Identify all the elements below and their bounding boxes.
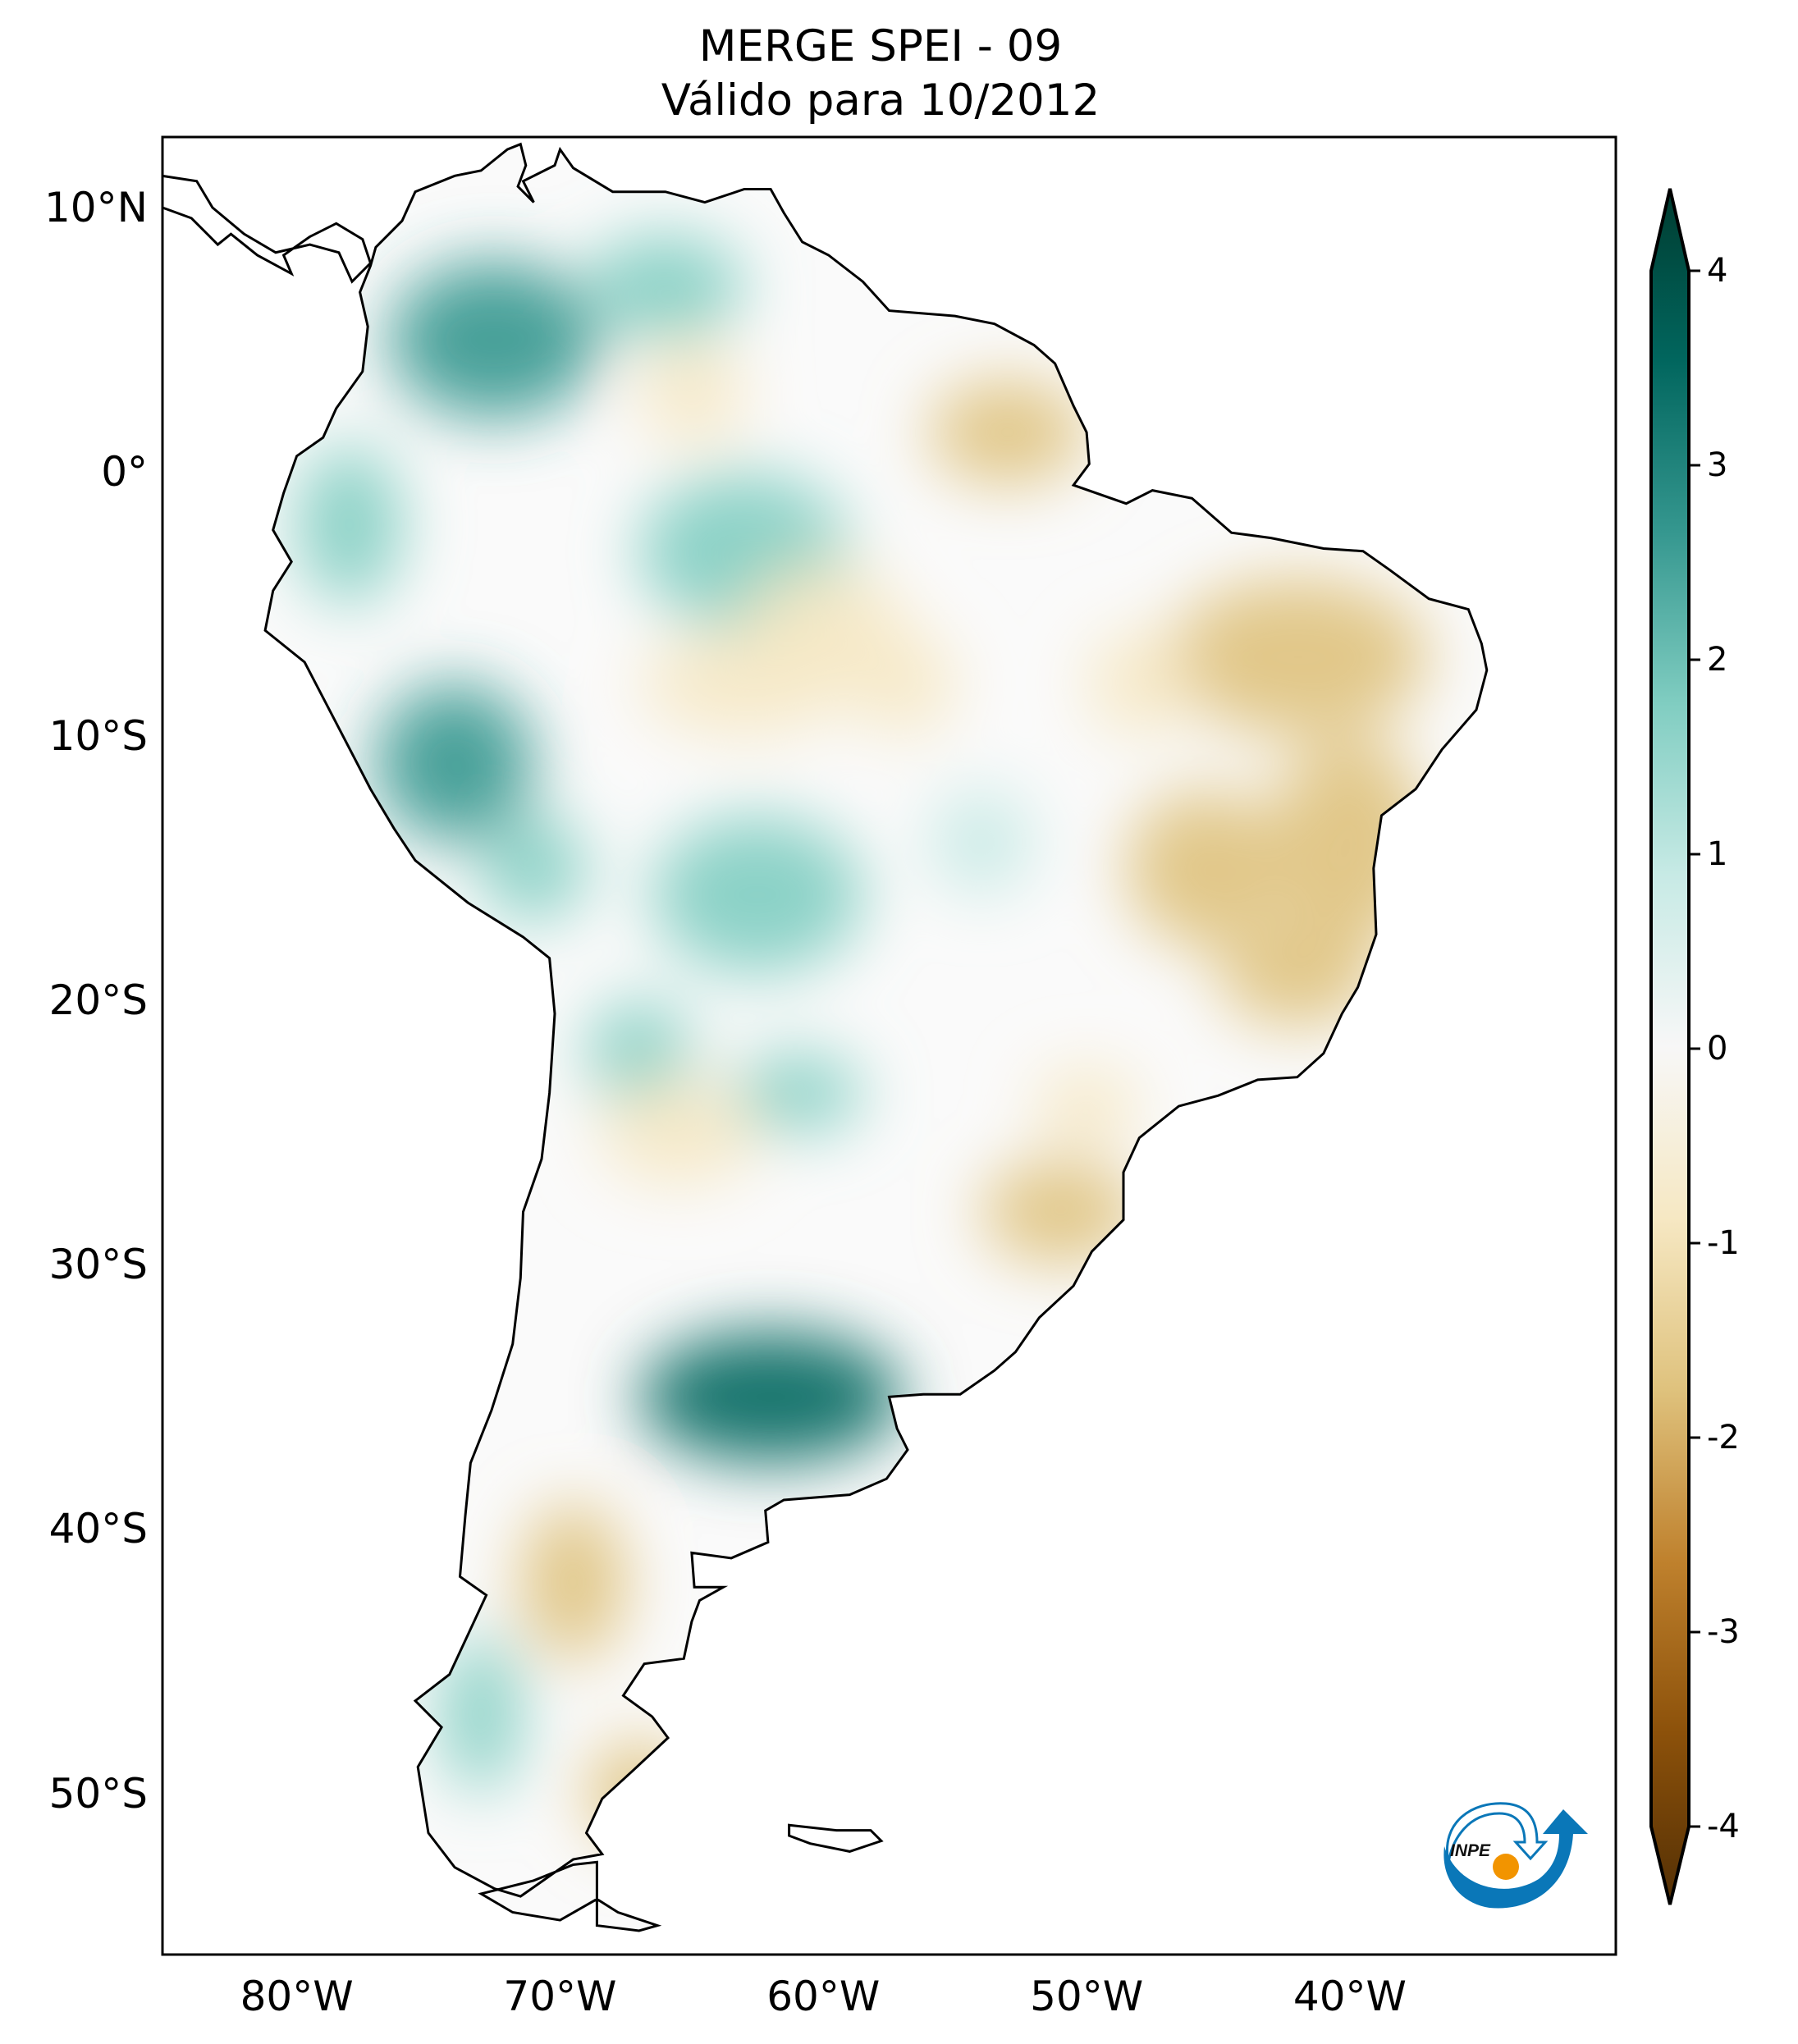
colorbar-tick-label: -4 bbox=[1707, 1808, 1740, 1845]
dry-anomaly bbox=[599, 1080, 757, 1186]
dry-anomaly bbox=[1034, 1067, 1140, 1146]
inpe-logo: INPE bbox=[1443, 1802, 1588, 1909]
land bbox=[162, 142, 1489, 1932]
map-frame bbox=[161, 135, 1617, 1956]
wet-anomaly bbox=[441, 1635, 521, 1793]
colorbar-gradient bbox=[1649, 188, 1690, 1905]
dry-anomaly bbox=[520, 1502, 626, 1661]
falklands-outline bbox=[788, 1823, 884, 1853]
wet-anomaly bbox=[296, 446, 402, 604]
lat-tick-label: 50°S bbox=[48, 1769, 148, 1818]
lon-tick-label: 80°W bbox=[240, 1973, 354, 2020]
lat-tick-label: 20°S bbox=[48, 976, 148, 1025]
central-america-coastline bbox=[162, 174, 373, 284]
logo-arrow bbox=[1443, 1809, 1588, 1909]
dry-anomaly bbox=[849, 630, 955, 736]
colorbar-ticks bbox=[1689, 269, 1700, 1828]
colorbar-tick-label: -3 bbox=[1707, 1613, 1740, 1651]
colorbar-tick-label: -1 bbox=[1707, 1224, 1740, 1262]
lat-tick-label: 10°N bbox=[43, 183, 148, 231]
dry-anomaly bbox=[586, 1740, 692, 1846]
coastline bbox=[263, 142, 1489, 1932]
dry-anomaly bbox=[1126, 789, 1284, 948]
dry-anomaly bbox=[1165, 578, 1429, 736]
logo-sun bbox=[1493, 1854, 1519, 1880]
dry-anomaly bbox=[981, 1159, 1140, 1264]
dry-anomaly bbox=[928, 379, 1087, 485]
map-title: MERGE SPEI - 09 bbox=[698, 21, 1063, 71]
dry-anomaly bbox=[1087, 630, 1192, 736]
dry-anomaly bbox=[1270, 737, 1429, 948]
colorbar-tick-label: 4 bbox=[1707, 252, 1728, 290]
colorbar-tick-label: 2 bbox=[1707, 641, 1728, 679]
wet-anomaly bbox=[586, 234, 744, 340]
spei-field bbox=[296, 234, 1429, 1846]
lat-tick-label: 30°S bbox=[48, 1241, 148, 1289]
colorbar-tick-label: 3 bbox=[1707, 446, 1728, 484]
wet-anomaly bbox=[731, 1053, 863, 1132]
lon-tick-label: 60°W bbox=[766, 1973, 881, 2020]
lon-tick-label: 50°W bbox=[1030, 1973, 1144, 2020]
lon-tick-label: 70°W bbox=[503, 1973, 617, 2020]
lat-tick-label: 40°S bbox=[48, 1505, 148, 1553]
dry-anomaly bbox=[1218, 921, 1376, 1027]
colorbar-tick-label: -2 bbox=[1707, 1419, 1740, 1456]
dry-anomaly bbox=[639, 630, 850, 736]
wet-anomaly bbox=[928, 789, 1034, 895]
wet-anomaly bbox=[652, 816, 863, 974]
lat-tick-label: 10°S bbox=[48, 712, 148, 761]
dry-anomaly bbox=[638, 340, 744, 446]
lon-tick-label: 40°W bbox=[1292, 1973, 1407, 2020]
wet-anomaly bbox=[586, 1000, 692, 1106]
colorbar-tick-label: 0 bbox=[1707, 1030, 1728, 1068]
colorbar-tick-label: 1 bbox=[1707, 835, 1728, 873]
wet-anomaly bbox=[389, 261, 600, 419]
colorbar bbox=[1649, 188, 1700, 1905]
logo-swirl bbox=[1446, 1802, 1549, 1863]
logo-text: INPE bbox=[1450, 1841, 1491, 1860]
map-subtitle: Válido para 10/2012 bbox=[661, 75, 1100, 126]
lat-tick-label: 0° bbox=[101, 448, 148, 496]
wet-anomaly bbox=[639, 1331, 903, 1463]
wet-anomaly bbox=[376, 684, 534, 842]
wet-anomaly bbox=[481, 816, 587, 921]
